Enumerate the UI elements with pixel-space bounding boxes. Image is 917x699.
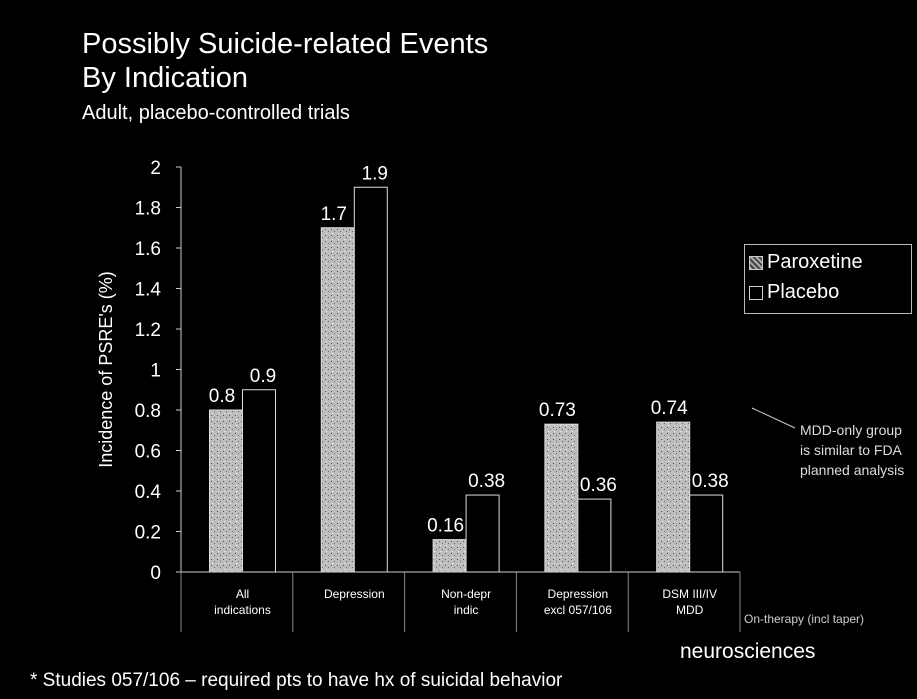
bar-paroxetine-2 xyxy=(432,539,467,573)
x-tick-label: indic xyxy=(454,603,479,617)
data-label-paroxetine-4: 0.74 xyxy=(651,398,688,419)
data-label-placebo-4: 0.38 xyxy=(692,471,729,492)
bar-placebo-0 xyxy=(241,389,276,573)
y-tick-label: 1.8 xyxy=(135,199,161,220)
y-tick-label: 0.8 xyxy=(135,401,161,422)
slide-title-line1: Possibly Suicide-related Events xyxy=(82,28,489,60)
bar-paroxetine-1 xyxy=(320,227,355,573)
data-label-placebo-1: 1.9 xyxy=(362,163,388,184)
slide-subtitle: Adult, placebo-controlled trials xyxy=(82,102,350,124)
bar-placebo-4 xyxy=(689,494,724,573)
arrow-line xyxy=(751,407,796,429)
legend-item-placebo: Placebo xyxy=(749,281,839,304)
bar-placebo-3 xyxy=(577,498,612,573)
bar-placebo-1 xyxy=(353,186,388,573)
slide-title-line2: By Indication xyxy=(82,62,249,94)
y-tick-label: 0.6 xyxy=(135,442,161,463)
bar-paroxetine-0 xyxy=(208,409,243,573)
y-tick-label: 2 xyxy=(150,158,161,179)
y-tick-label: 1.2 xyxy=(135,320,161,341)
legend-swatch-placebo xyxy=(749,285,763,300)
data-label-placebo-3: 0.36 xyxy=(580,475,617,496)
bar-paroxetine-4 xyxy=(656,421,691,573)
footnote: * Studies 057/106 – required pts to have… xyxy=(30,670,563,691)
chart-legend: Paroxetine Placebo xyxy=(744,244,912,314)
mdd-note: MDD-only group is similar to FDA planned… xyxy=(800,422,905,478)
neurosciences-logo: neurosciences xyxy=(680,640,816,663)
y-tick-label: 0.2 xyxy=(135,523,161,544)
legend-swatch-paroxetine xyxy=(749,255,763,270)
y-tick-label: 0 xyxy=(150,563,161,584)
y-tick-label: 1.4 xyxy=(135,280,162,301)
data-label-placebo-2: 0.38 xyxy=(468,471,505,492)
x-tick-label: MDD xyxy=(676,603,704,617)
on-therapy-note: On-therapy (incl taper) xyxy=(744,612,865,626)
bar-placebo-2 xyxy=(465,494,500,573)
y-axis-label: Incidence of PSRE's (%) xyxy=(96,271,116,468)
data-label-paroxetine-3: 0.73 xyxy=(539,400,576,421)
y-tick-label: 1 xyxy=(150,361,161,382)
data-label-paroxetine-1: 1.7 xyxy=(321,204,347,225)
legend-label-placebo: Placebo xyxy=(767,281,840,303)
x-tick-label: indications xyxy=(214,603,271,617)
legend-item-paroxetine: Paroxetine xyxy=(749,251,863,274)
bar-paroxetine-3 xyxy=(544,423,579,573)
y-tick-label: 0.4 xyxy=(135,482,162,503)
data-label-placebo-0: 0.9 xyxy=(250,366,276,387)
x-tick-label: DSM III/IV xyxy=(662,587,717,601)
x-tick-label: Depression xyxy=(548,587,609,601)
x-tick-label: All xyxy=(236,587,249,601)
x-tick-label: Non-depr xyxy=(441,587,491,601)
x-tick-label: excl 057/106 xyxy=(544,603,612,617)
x-tick-label: Depression xyxy=(324,587,385,601)
data-label-paroxetine-0: 0.8 xyxy=(209,386,235,407)
data-label-paroxetine-2: 0.16 xyxy=(427,516,464,537)
y-tick-label: 1.6 xyxy=(135,239,161,260)
legend-label-paroxetine: Paroxetine xyxy=(767,251,863,273)
